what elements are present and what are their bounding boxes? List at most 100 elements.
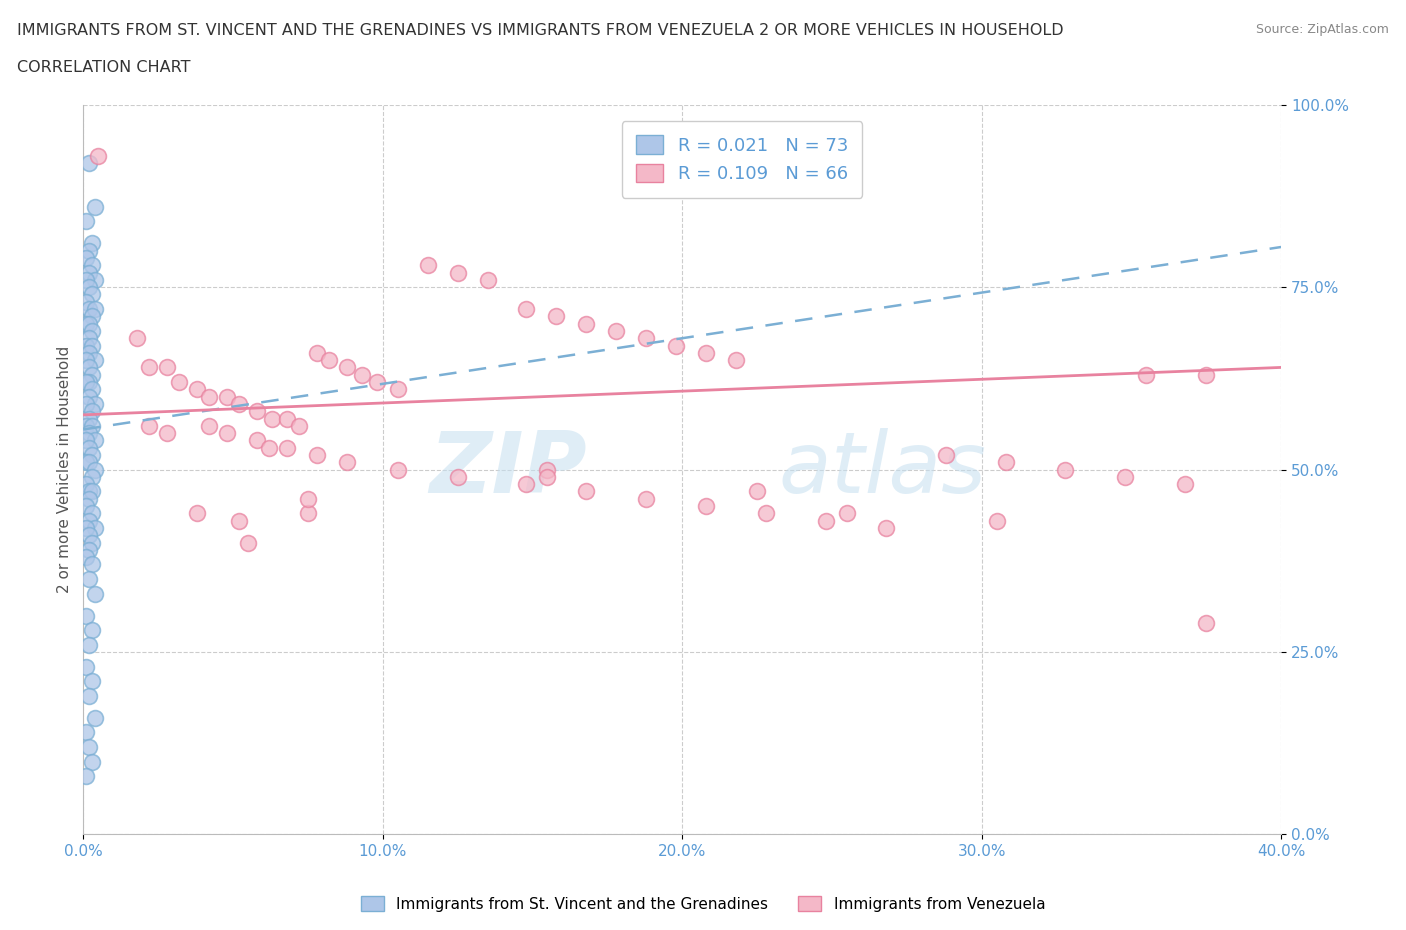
Point (84, 396, 107, 411)
Point (215, 389, 238, 404)
Point (1195, 616, 1218, 631)
Point (257, 440, 280, 455)
Point (75, 724, 97, 739)
Point (75, 339, 97, 353)
Point (156, 360, 179, 375)
Point (77, 637, 100, 652)
Point (77, 244, 100, 259)
Point (75, 608, 97, 623)
Point (77, 513, 100, 528)
Point (228, 513, 250, 528)
Point (875, 521, 897, 536)
Point (77, 440, 100, 455)
Point (77, 345, 100, 360)
Point (77, 155, 100, 170)
Point (82, 484, 104, 498)
Legend: R = 0.021   N = 73, R = 0.109   N = 66: R = 0.021 N = 73, R = 0.109 N = 66 (621, 121, 862, 198)
Point (75, 250, 97, 265)
Point (77, 455, 100, 470)
Point (366, 375, 388, 390)
Point (416, 258, 439, 272)
Point (236, 535, 259, 550)
Point (77, 528, 100, 543)
Point (75, 550, 97, 565)
Point (82, 258, 104, 272)
Point (77, 389, 100, 404)
Point (387, 462, 409, 477)
Point (994, 455, 1017, 470)
Point (84, 352, 107, 367)
Point (305, 447, 328, 462)
Point (636, 331, 658, 346)
Point (198, 389, 221, 404)
Point (82, 404, 104, 418)
Point (75, 659, 97, 674)
Point (318, 352, 340, 367)
Point (75, 214, 97, 229)
Point (1114, 470, 1136, 485)
Point (77, 411, 100, 426)
Point (665, 339, 688, 353)
Point (82, 754, 104, 769)
Point (77, 265, 100, 280)
Point (84, 199, 107, 214)
Point (387, 382, 409, 397)
Point (77, 542, 100, 557)
Point (77, 739, 100, 754)
Point (77, 572, 100, 587)
Point (75, 316, 97, 331)
Point (156, 426, 179, 441)
Point (82, 382, 104, 397)
Point (138, 360, 160, 375)
Point (84, 272, 107, 287)
Point (77, 360, 100, 375)
Point (605, 324, 627, 339)
Point (75, 498, 97, 513)
Point (77, 375, 100, 390)
Point (725, 352, 748, 367)
Point (835, 506, 858, 521)
Point (546, 309, 568, 324)
Point (75, 396, 97, 411)
Point (75, 272, 97, 287)
Point (75, 418, 97, 433)
Point (215, 426, 238, 441)
Point (260, 411, 283, 426)
Point (695, 498, 717, 513)
Point (167, 375, 190, 390)
Point (1054, 462, 1077, 477)
Point (77, 316, 100, 331)
Point (82, 506, 104, 521)
Point (246, 433, 269, 448)
Point (77, 426, 100, 441)
Point (745, 484, 768, 498)
Point (1174, 477, 1197, 492)
Point (75, 455, 97, 470)
Point (695, 345, 717, 360)
Point (305, 345, 328, 360)
Point (75, 433, 97, 448)
Point (84, 433, 107, 448)
Point (77, 491, 100, 506)
Point (755, 506, 778, 521)
Point (336, 360, 359, 375)
Point (198, 418, 221, 433)
Point (82, 535, 104, 550)
Point (82, 470, 104, 485)
Point (246, 404, 269, 418)
Point (75, 352, 97, 367)
Point (84, 462, 107, 477)
Point (186, 506, 208, 521)
Point (814, 513, 837, 528)
Point (77, 280, 100, 295)
Point (84, 711, 107, 725)
Point (84, 301, 107, 316)
Point (575, 484, 598, 498)
Point (536, 470, 558, 485)
Text: ZIP: ZIP (429, 428, 586, 512)
Point (82, 623, 104, 638)
Point (84, 521, 107, 536)
Point (82, 236, 104, 251)
Point (515, 477, 537, 492)
Point (77, 331, 100, 346)
